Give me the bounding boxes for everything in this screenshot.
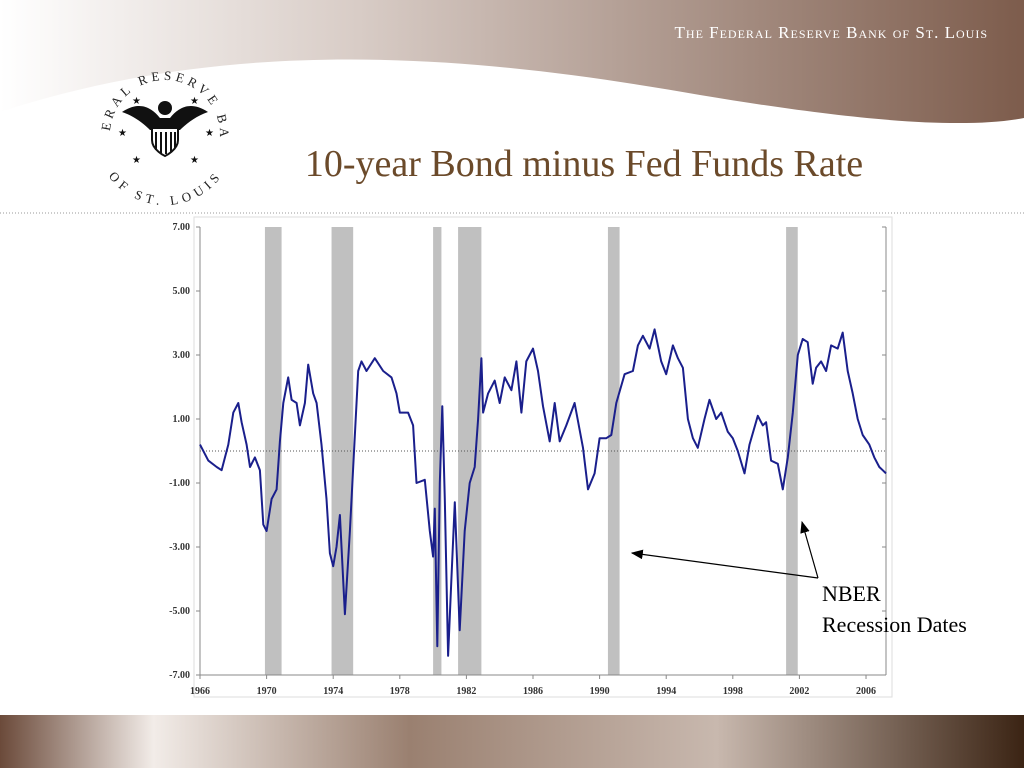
- x-tick-label: 1982: [456, 686, 476, 697]
- x-tick-label: 1974: [323, 686, 343, 697]
- x-tick-label: 2006: [856, 686, 876, 697]
- annotation: NBER: [822, 581, 881, 606]
- recession-band: [607, 227, 620, 675]
- recession-band: [331, 227, 354, 675]
- footer-band: [0, 715, 1024, 768]
- x-tick-label: 1966: [190, 686, 210, 697]
- recession-band: [264, 227, 282, 675]
- organization: The Federal Reserve Bank of St. Louis: [675, 23, 988, 42]
- y-tick-label: -3.00: [169, 542, 190, 553]
- svg-text:★: ★: [118, 128, 127, 139]
- x-tick-label: 1978: [390, 686, 410, 697]
- svg-text:★: ★: [190, 155, 199, 166]
- y-tick-label: -5.00: [169, 606, 190, 617]
- x-tick-label: 1994: [656, 686, 676, 697]
- chart-title: 10-year Bond minus Fed Funds Rate: [305, 143, 863, 185]
- y-tick-label: 5.00: [173, 286, 191, 297]
- x-tick-label: 1998: [723, 686, 743, 697]
- x-tick-label: 1970: [257, 686, 277, 697]
- x-tick-label: 2002: [789, 686, 809, 697]
- svg-text:★: ★: [205, 128, 214, 139]
- y-tick-label: 7.00: [173, 222, 191, 233]
- arrow: [630, 549, 819, 579]
- logo-bottom: OF ST. LOUIS: [106, 168, 224, 208]
- x-tick-label: 1990: [590, 686, 610, 697]
- chart-frame: [193, 216, 893, 698]
- logo-bottom-text: OF ST. LOUIS: [106, 168, 221, 208]
- x-tick-label: 1986: [523, 686, 543, 697]
- svg-text:★: ★: [190, 96, 199, 107]
- y-tick-label: -1.00: [169, 478, 190, 489]
- plot: 7.00 5.00 3.00 1.00 -1.00 -3.00 -5.00 -7.001966…: [169, 216, 893, 698]
- y-tick-label: 3.00: [173, 350, 191, 361]
- arrow: [800, 520, 819, 579]
- svg-text:★: ★: [132, 96, 141, 107]
- y-tick-label: -7.00: [169, 670, 190, 681]
- y-tick-label: 1.00: [173, 414, 191, 425]
- header-wave: [0, 59, 1024, 141]
- svg-text:★: ★: [132, 155, 141, 166]
- annotation: Recession Dates: [822, 612, 967, 637]
- data-line: [199, 328, 887, 657]
